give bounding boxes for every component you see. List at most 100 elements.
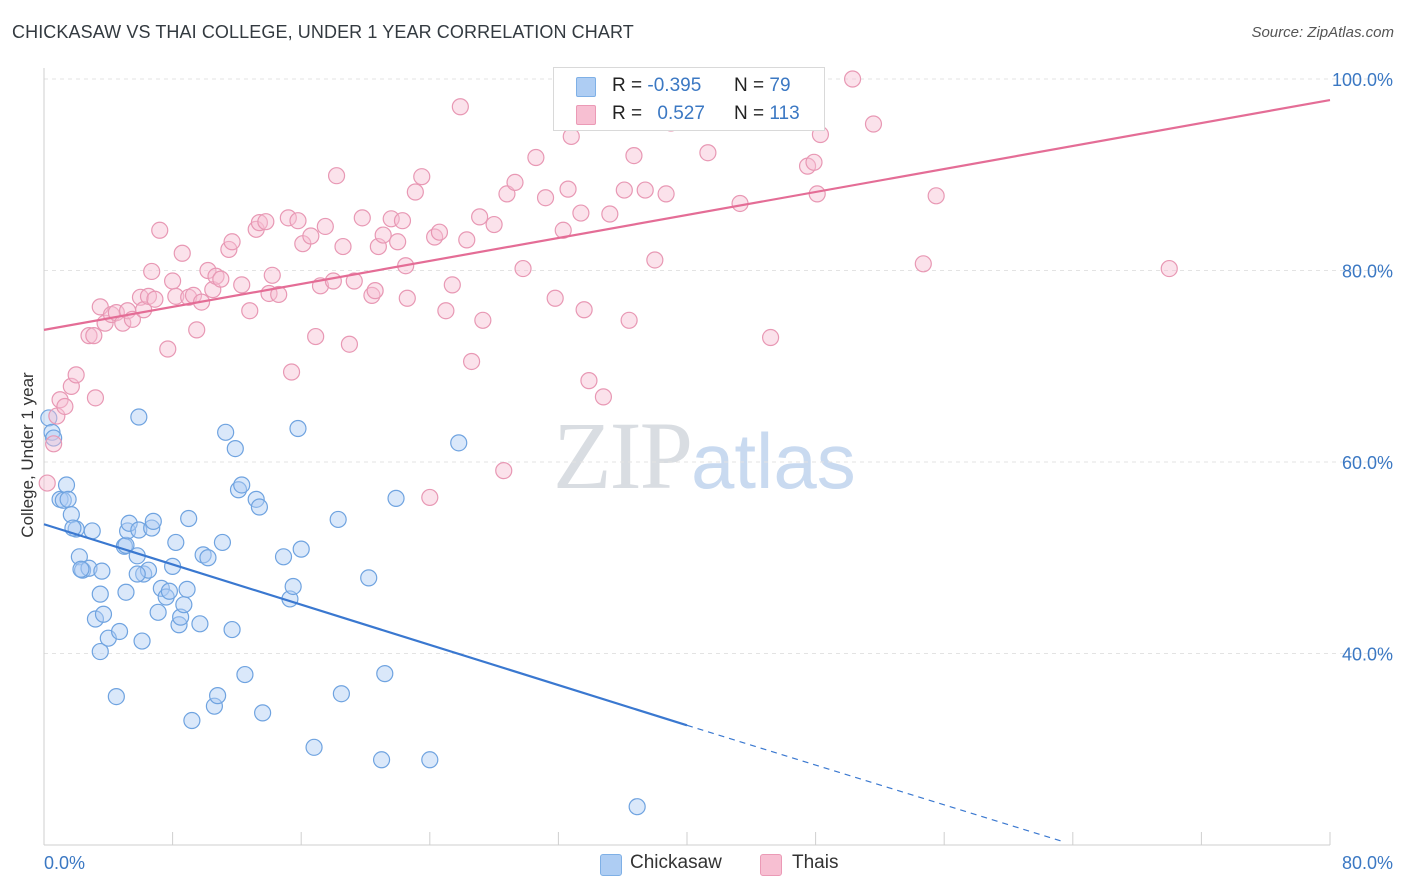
thais-point bbox=[86, 389, 105, 407]
chickasaw-point bbox=[191, 615, 209, 633]
chickasaw-point bbox=[139, 561, 158, 579]
thais-point bbox=[307, 327, 325, 346]
chickasaw-point bbox=[233, 476, 251, 494]
thais-point bbox=[389, 233, 407, 251]
thais-point bbox=[554, 221, 572, 239]
chickasaw-point bbox=[70, 548, 88, 566]
thais-point bbox=[233, 276, 251, 294]
source-label: Source: ZipAtlas.com bbox=[1251, 24, 1394, 41]
chickasaw-point bbox=[130, 408, 148, 426]
thais-point bbox=[257, 213, 275, 231]
thais-point bbox=[625, 147, 643, 165]
r-label: R = bbox=[612, 75, 643, 96]
thais-point bbox=[366, 282, 384, 300]
legend-n-text: N = 113 bbox=[734, 103, 800, 125]
chickasaw-point bbox=[292, 540, 310, 558]
chickasaw-point bbox=[284, 577, 302, 596]
chickasaw-point bbox=[110, 622, 129, 641]
r-value: -0.395 bbox=[647, 75, 702, 96]
y-tick-label: 60.0% bbox=[1342, 453, 1393, 473]
chickasaw-point bbox=[45, 429, 63, 447]
chickasaw-point bbox=[329, 510, 347, 529]
chickasaw-point bbox=[149, 603, 167, 621]
chickasaw-point bbox=[175, 596, 193, 614]
chickasaw-point bbox=[128, 565, 146, 583]
thais-point bbox=[223, 233, 241, 251]
thais-point bbox=[843, 70, 862, 88]
chickasaw-trend-extension bbox=[686, 724, 1065, 843]
chickasaw-legend-label: Chickasaw bbox=[630, 852, 722, 873]
thais-legend-label: Thais bbox=[792, 852, 839, 873]
n-label: N = bbox=[734, 75, 765, 96]
chickasaw-point bbox=[180, 509, 198, 528]
chickasaw-point bbox=[183, 711, 201, 730]
thais-point bbox=[241, 302, 259, 320]
chickasaw-point bbox=[178, 580, 196, 598]
chickasaw-point bbox=[628, 798, 646, 816]
thais-point bbox=[646, 251, 664, 269]
thais-point bbox=[167, 287, 185, 305]
n-value: 79 bbox=[769, 75, 791, 96]
thais-point bbox=[636, 181, 654, 199]
thais-point bbox=[67, 366, 85, 384]
thais-point bbox=[80, 327, 98, 345]
thais-point bbox=[421, 488, 439, 507]
thais-point bbox=[620, 311, 638, 329]
thais-point bbox=[327, 167, 346, 185]
thais-point bbox=[324, 272, 342, 290]
r-label: R = bbox=[612, 103, 643, 124]
thais-legend-swatch bbox=[760, 854, 782, 876]
legend-n-text: N = 79 bbox=[734, 75, 791, 97]
thais-point bbox=[601, 205, 619, 223]
chickasaw-point bbox=[194, 546, 212, 564]
watermark-atlas: atlas bbox=[691, 417, 856, 505]
legend-r-text: R = -0.395 bbox=[612, 75, 701, 97]
y-tick-label: 40.0% bbox=[1342, 645, 1393, 665]
chickasaw-point bbox=[133, 632, 151, 650]
chickasaw-point bbox=[199, 549, 217, 567]
chickasaw-point bbox=[117, 583, 135, 601]
chickasaw-point bbox=[223, 620, 241, 639]
chickasaw-point bbox=[213, 533, 232, 552]
chickasaw-legend-swatch bbox=[600, 854, 622, 876]
chickasaw-point bbox=[421, 751, 439, 769]
thais-point bbox=[263, 266, 281, 284]
chickasaw-point bbox=[120, 514, 138, 532]
x-tick-label: 80.0% bbox=[1342, 853, 1393, 873]
chickasaw-point bbox=[209, 687, 227, 705]
thais-point bbox=[289, 212, 307, 230]
stats-legend: R = -0.395 N = 79 R = 0.527 N = 113 bbox=[553, 67, 825, 131]
thais-point bbox=[575, 301, 593, 319]
thais-point bbox=[864, 115, 883, 133]
chickasaw-point bbox=[86, 610, 105, 628]
thais-point bbox=[282, 363, 301, 381]
thais-point bbox=[437, 302, 455, 320]
chickasaw-point bbox=[226, 439, 244, 458]
thais-trend-line bbox=[43, 98, 1331, 331]
chickasaw-point bbox=[376, 665, 394, 683]
thais-point bbox=[188, 321, 206, 339]
thais-point bbox=[250, 214, 269, 232]
chickasaw-point bbox=[305, 738, 323, 756]
chickasaw-trend-line bbox=[43, 523, 688, 727]
thais-point bbox=[430, 223, 449, 241]
thais-point bbox=[56, 397, 74, 416]
thais-point bbox=[316, 217, 334, 236]
thais-point bbox=[594, 388, 613, 406]
y-tick-label: 100.0% bbox=[1332, 70, 1393, 90]
chart-title: CHICKASAW VS THAI COLLEGE, UNDER 1 YEAR … bbox=[12, 22, 634, 42]
thais-point bbox=[146, 290, 164, 308]
chickasaw-point bbox=[254, 704, 272, 722]
thais-point bbox=[340, 335, 359, 353]
thais-point bbox=[536, 189, 555, 207]
thais-point bbox=[302, 227, 320, 245]
chickasaw-point bbox=[130, 521, 148, 539]
x-tick-label: 0.0% bbox=[44, 853, 85, 873]
chickasaw-point bbox=[59, 490, 77, 508]
chickasaw-point bbox=[217, 423, 235, 441]
thais-point bbox=[699, 144, 717, 162]
y-tick-label: 80.0% bbox=[1342, 262, 1393, 282]
thais-point bbox=[164, 272, 182, 290]
thais-point bbox=[527, 148, 545, 167]
